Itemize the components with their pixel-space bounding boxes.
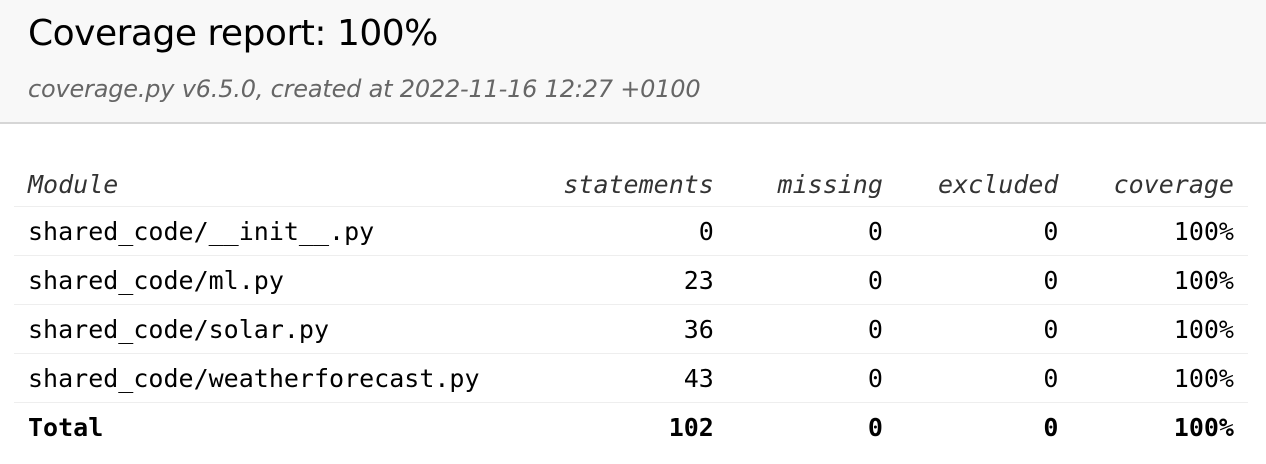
table-row: shared_code/__init__.py 0 0 0 100% [14, 206, 1248, 256]
statements-cell: 36 [532, 304, 728, 354]
coverage-cell: 100% [1072, 206, 1248, 256]
total-coverage: 100% [1173, 412, 1234, 442]
statements-cell: 0 [532, 206, 728, 256]
report-subtitle: coverage.py v6.5.0, created at 2022-11-1… [28, 75, 701, 103]
table-row: shared_code/solar.py 36 0 0 100% [14, 304, 1248, 354]
table-row: shared_code/ml.py 23 0 0 100% [14, 255, 1248, 305]
page-title: Coverage report: 100% [28, 13, 438, 54]
missing-cell: 0 [727, 206, 897, 256]
coverage-cell: 100% [1072, 255, 1248, 305]
total-row: Total 102 0 0 100% [14, 403, 1248, 452]
missing-cell: 0 [727, 255, 897, 305]
column-header-statements[interactable]: statements [532, 162, 728, 207]
missing-cell: 0 [727, 304, 897, 354]
excluded-cell: 0 [896, 353, 1073, 403]
missing-cell: 0 [727, 353, 897, 403]
report-main: Module statements missing excluded cover… [0, 124, 1266, 451]
excluded-cell: 0 [896, 304, 1073, 354]
module-link[interactable]: shared_code/weatherforecast.py [14, 353, 533, 403]
report-header: Coverage report: 100% coverage.py v6.5.0… [0, 0, 1266, 124]
total-label: Total [28, 412, 104, 442]
total-missing: 0 [867, 412, 883, 442]
coverage-cell: 100% [1072, 353, 1248, 403]
excluded-cell: 0 [896, 206, 1073, 256]
total-statements: 102 [668, 412, 714, 442]
coverage-cell: 100% [1072, 304, 1248, 354]
table-row: shared_code/weatherforecast.py 43 0 0 10… [14, 353, 1248, 403]
statements-cell: 23 [532, 255, 728, 305]
total-excluded: 0 [1043, 412, 1059, 442]
column-header-excluded[interactable]: excluded [896, 162, 1073, 207]
table-header-row: Module statements missing excluded cover… [14, 162, 1248, 207]
module-link[interactable]: shared_code/ml.py [14, 255, 533, 305]
column-header-missing[interactable]: missing [727, 162, 897, 207]
module-link[interactable]: shared_code/solar.py [14, 304, 533, 354]
statements-cell: 43 [532, 353, 728, 403]
module-link[interactable]: shared_code/__init__.py [14, 206, 533, 256]
coverage-table: Module statements missing excluded cover… [14, 162, 1248, 451]
column-header-module[interactable]: Module [14, 162, 533, 207]
excluded-cell: 0 [896, 255, 1073, 305]
column-header-coverage[interactable]: coverage [1072, 162, 1248, 207]
